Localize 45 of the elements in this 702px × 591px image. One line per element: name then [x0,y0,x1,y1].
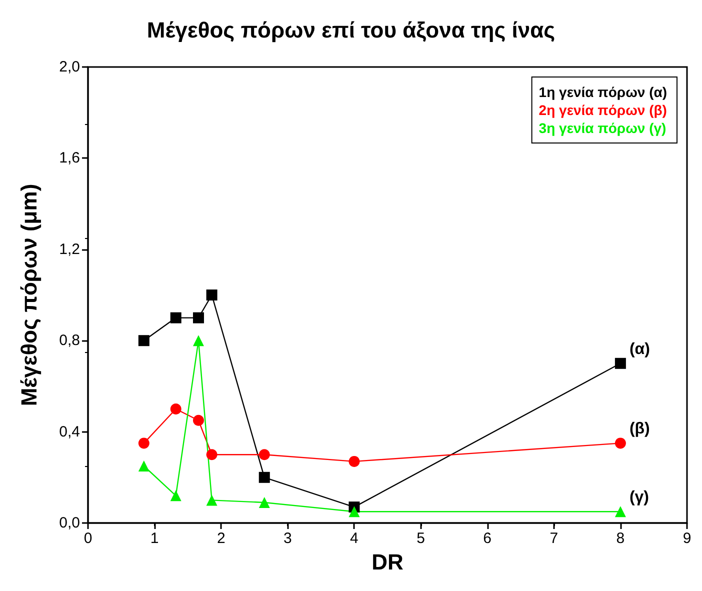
text: 1η γενία πόρων (α) [538,84,668,100]
y-tick-label: 0,0 [59,514,80,532]
point [170,404,182,414]
y-tick-label: 1,6 [59,150,80,167]
point [192,414,204,426]
point [170,312,182,324]
chart-title: Μέγεθος πόρων επί του άξονα της ίνας [146,18,556,42]
x-tick-label: 8 [616,530,625,547]
annotation: (β) [629,420,650,438]
x-axis-title: DR [372,550,404,574]
point [192,312,204,324]
point [614,358,626,369]
annotation: (γ) [629,489,650,506]
annotation: (α) [629,340,650,358]
point [138,438,150,449]
x-tick-label: 9 [682,530,692,547]
x-tick-label: 1 [150,530,159,547]
point [138,460,150,472]
y-tick-label: 0,8 [59,332,80,350]
point [192,335,204,346]
point [138,335,150,346]
y-axis-title: Μέγεθος πόρων (μm) [16,184,42,406]
x-tick-label: 5 [416,530,425,547]
text: 3η γενία πόρων (γ) [538,120,666,136]
y-tick-label: 2,0 [59,58,80,76]
point [170,490,182,502]
x-tick-label: 2 [216,530,226,547]
point [614,506,626,518]
point [258,472,270,483]
point [258,449,270,460]
point [348,506,360,518]
point [206,449,218,460]
y-tick-label: 0,4 [59,423,80,440]
y-tick-label: 1,2 [59,240,80,258]
x-tick-label: 3 [283,530,292,547]
x-tick-label: 6 [483,530,492,547]
point [206,494,218,506]
x-tick-label: 7 [550,530,558,547]
point [614,438,626,449]
point [206,290,218,300]
point [258,496,270,508]
x-tick-label: 4 [350,530,358,547]
x-tick-label: 0 [84,530,92,547]
text: 2η γενία πόρων (β) [538,102,667,118]
point [348,456,360,467]
